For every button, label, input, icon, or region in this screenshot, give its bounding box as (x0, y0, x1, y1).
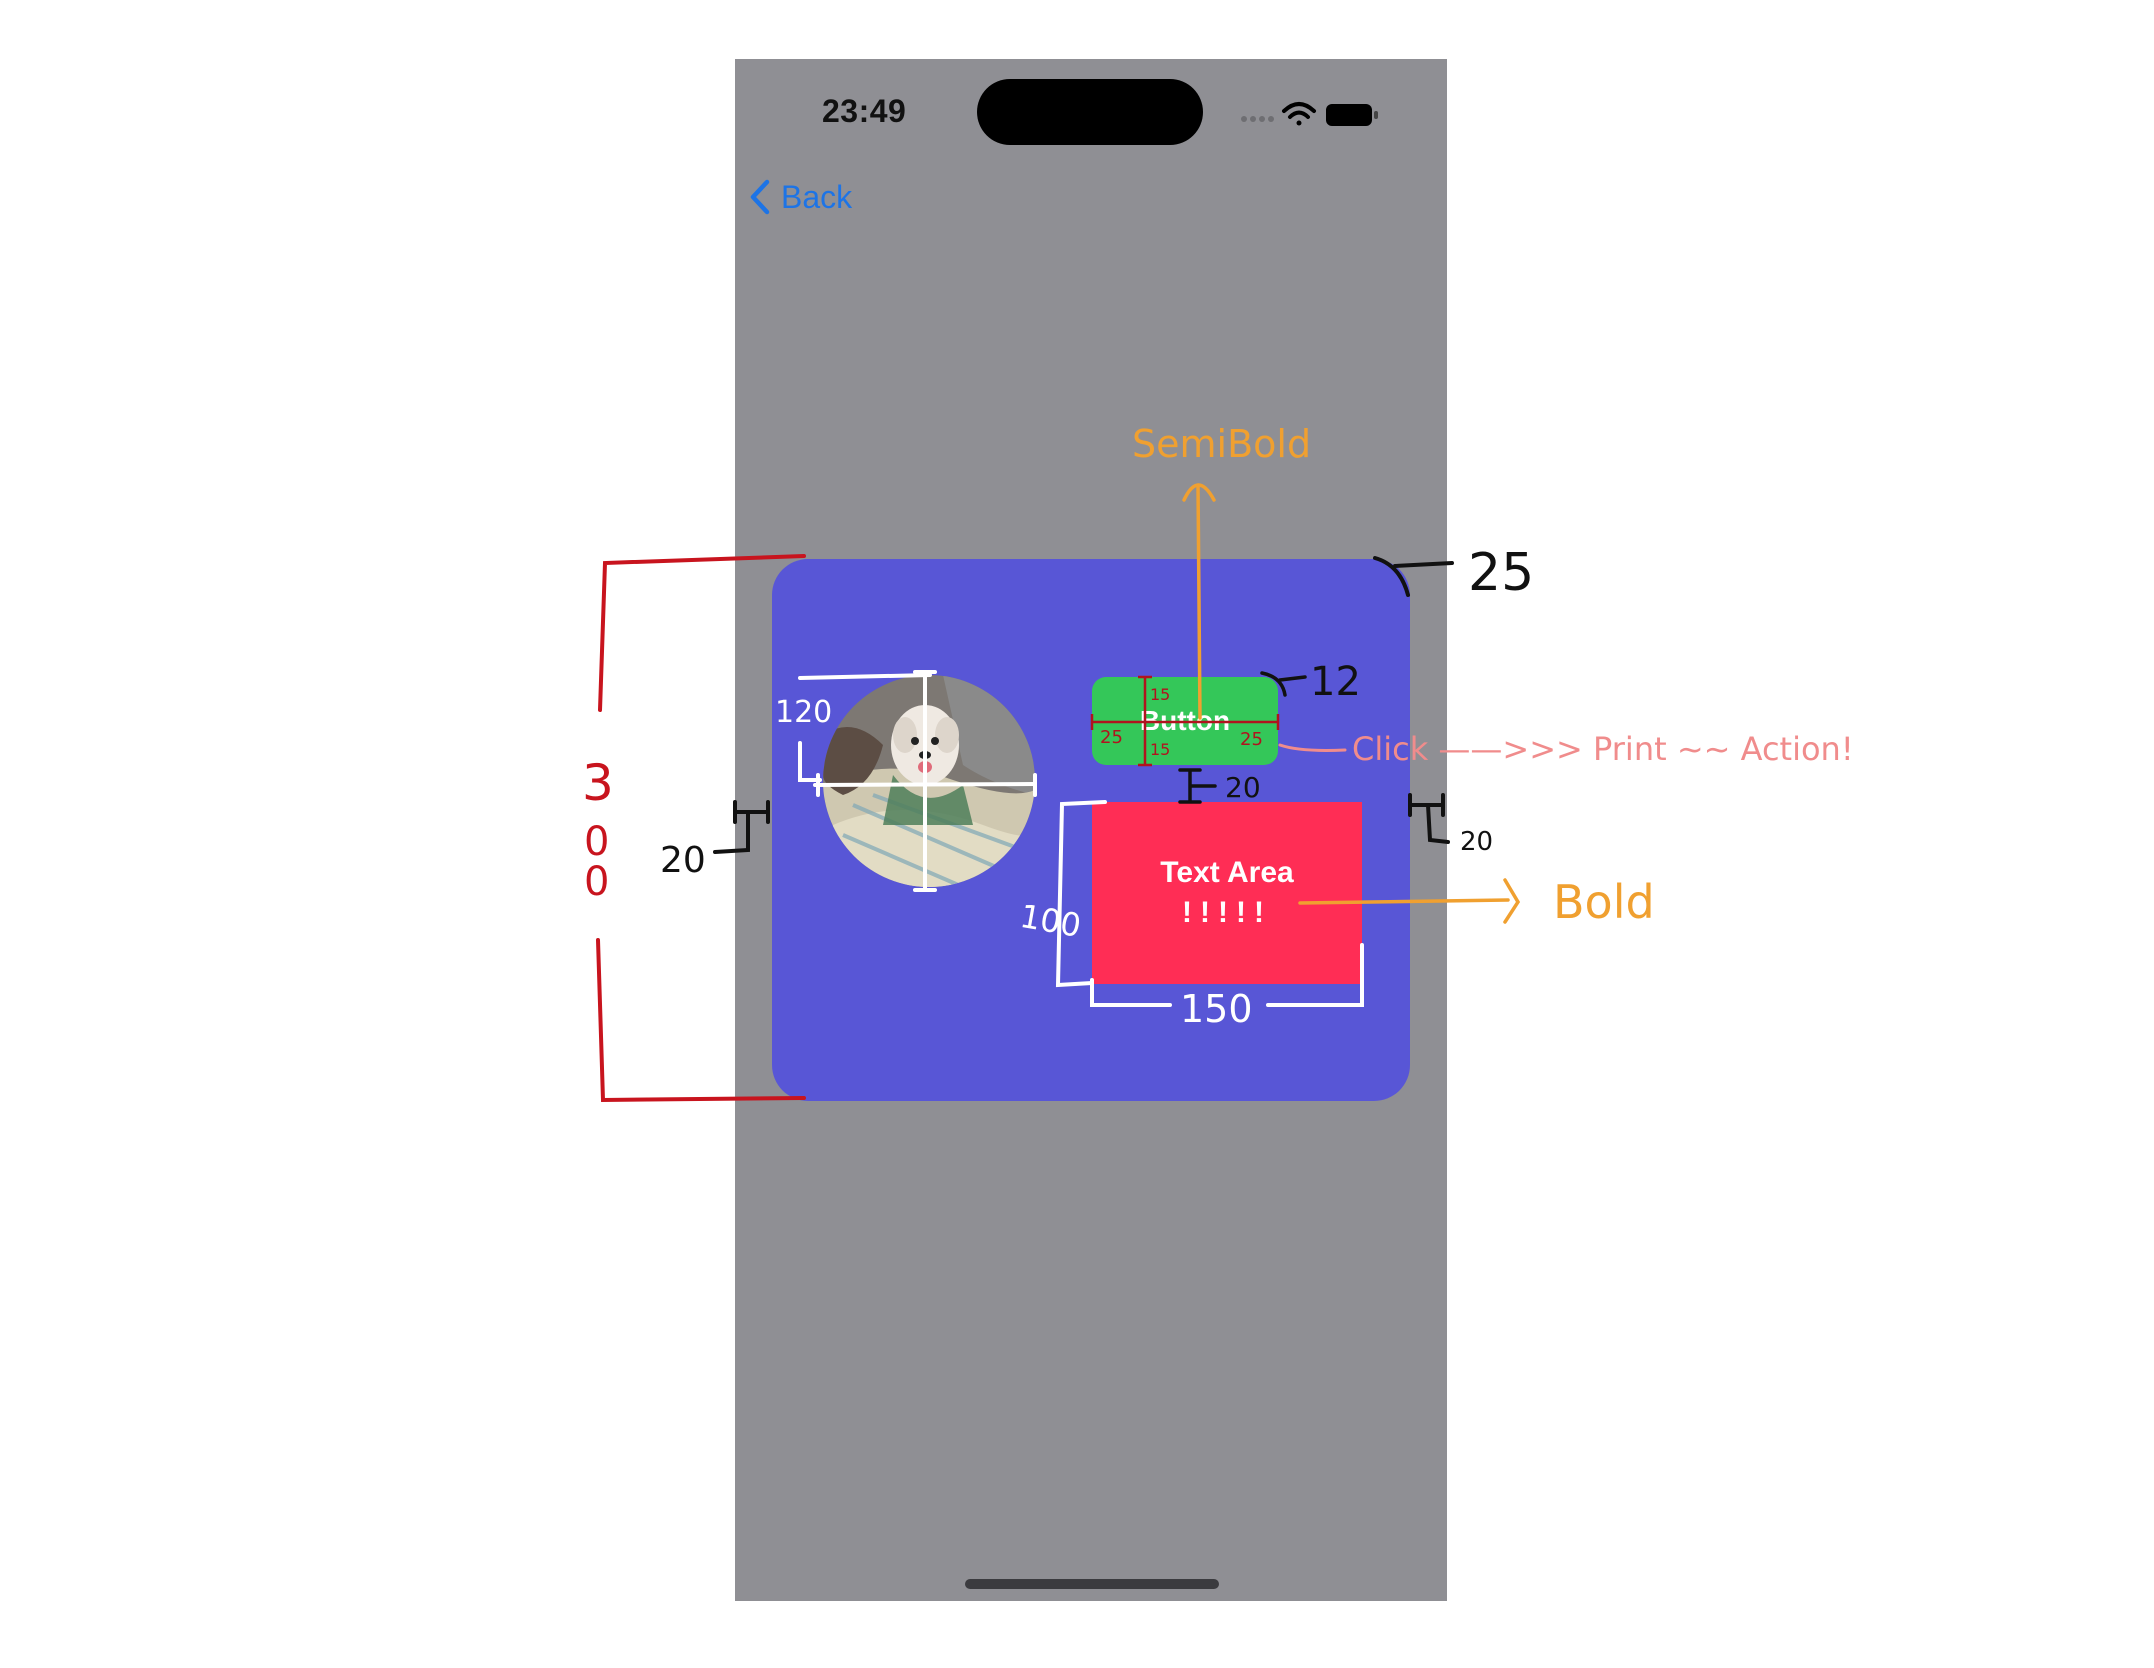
corner-radius-label: 25 (1468, 543, 1534, 603)
text-area-line1: Text Area (1160, 856, 1294, 889)
home-indicator (965, 1579, 1219, 1589)
chevron-left-icon (750, 179, 770, 215)
status-icons (1241, 102, 1378, 126)
dog-photo-image (823, 675, 1035, 887)
back-button[interactable]: Back (749, 177, 852, 217)
bold-label: Bold (1553, 875, 1655, 929)
dog-photo (823, 675, 1035, 887)
right-padding-label: 20 (1460, 827, 1493, 857)
signal-dots-icon (1241, 116, 1274, 122)
left-padding-label: 20 (660, 840, 706, 881)
text-area-line2: !!!!! (1182, 896, 1272, 929)
wifi-icon (1282, 102, 1316, 126)
status-time: 23:49 (822, 93, 907, 129)
text-area: Text Area !!!!! (1092, 802, 1362, 984)
action-button[interactable]: Button (1092, 677, 1278, 765)
back-label: Back (781, 178, 853, 215)
dynamic-island (977, 79, 1203, 145)
battery-icon (1326, 104, 1378, 126)
card-height-digit-2: 0 (584, 819, 609, 865)
card-height-digit-3: 0 (584, 859, 609, 905)
card-height-digit-1: 3 (582, 754, 614, 812)
action-button-label: Button (1139, 705, 1231, 736)
